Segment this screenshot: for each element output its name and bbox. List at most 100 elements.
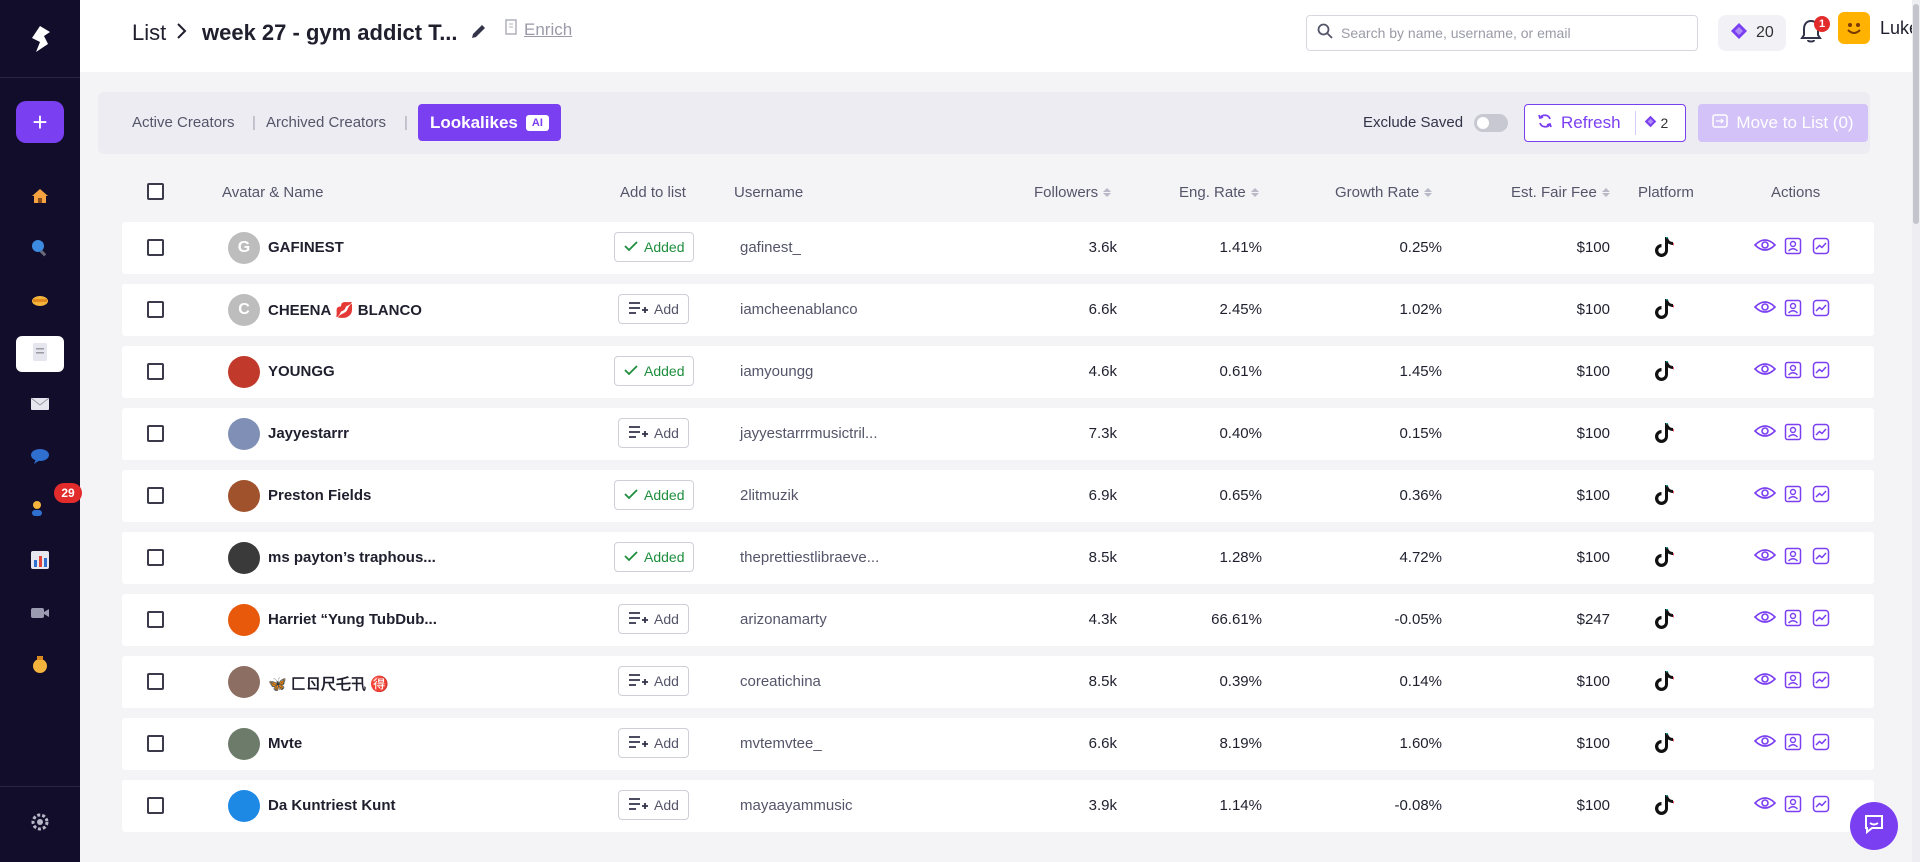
avatar[interactable] (228, 542, 260, 574)
add-to-list-button[interactable]: Add (618, 418, 689, 448)
row-checkbox[interactable] (147, 611, 164, 628)
row-checkbox[interactable] (147, 673, 164, 690)
avatar[interactable] (228, 418, 260, 450)
creator-username[interactable]: iamcheenablanco (740, 301, 858, 318)
avatar[interactable] (228, 480, 260, 512)
creator-name[interactable]: GAFINEST (268, 239, 344, 256)
creator-username[interactable]: coreatichina (740, 673, 821, 690)
add-to-list-button[interactable]: Add (618, 790, 689, 820)
creator-username[interactable]: jayyestarrrmusictril... (740, 425, 878, 442)
add-to-list-button[interactable]: Add (618, 294, 689, 324)
creator-username[interactable]: iamyoungg (740, 363, 814, 380)
trend-chart-icon[interactable] (1812, 547, 1830, 570)
enrich-link[interactable]: Enrich (504, 19, 572, 40)
table-row[interactable]: Preston Fields Added 2litmuzik 6.9k 0.65% 0.3… (122, 470, 1874, 522)
logo-icon[interactable] (0, 0, 80, 78)
avatar[interactable]: G (228, 232, 260, 264)
added-button[interactable]: Added (614, 542, 695, 572)
view-eye-icon[interactable] (1753, 361, 1777, 382)
trend-chart-icon[interactable] (1812, 671, 1830, 694)
profile-icon[interactable] (1784, 299, 1802, 322)
table-row[interactable]: YOUNGG Added iamyoungg 4.6k 0.61% 1.45% $100 (122, 346, 1874, 398)
search-box[interactable] (1306, 15, 1698, 51)
sidebar-item-home[interactable] (16, 180, 64, 216)
sidebar-item-search[interactable] (16, 232, 64, 268)
creator-name[interactable]: Da Kuntriest Kunt (268, 797, 396, 814)
add-to-list-button[interactable]: Add (618, 666, 689, 696)
column-eng-rate[interactable]: Eng. Rate (1179, 184, 1259, 201)
trend-chart-icon[interactable] (1812, 237, 1830, 260)
sidebar-item-mail[interactable] (16, 388, 64, 424)
view-eye-icon[interactable] (1753, 609, 1777, 630)
creator-name[interactable]: ms payton’s traphous... (268, 549, 436, 566)
profile-icon[interactable] (1784, 795, 1802, 818)
trend-chart-icon[interactable] (1812, 299, 1830, 322)
view-eye-icon[interactable] (1753, 299, 1777, 320)
add-to-list-button[interactable]: Add (618, 728, 689, 758)
search-input[interactable] (1341, 25, 1681, 41)
sidebar-item-creators[interactable]: 29 (16, 483, 82, 528)
row-checkbox[interactable] (147, 239, 164, 256)
table-row[interactable]: C CHEENA 💋 BLANCO Add iamcheenablanco 6.6k 2.… (122, 284, 1874, 336)
scrollbar-track[interactable] (1912, 0, 1920, 862)
user-menu[interactable]: Luke (1838, 12, 1920, 44)
profile-icon[interactable] (1784, 485, 1802, 508)
trend-chart-icon[interactable] (1812, 361, 1830, 384)
view-eye-icon[interactable] (1753, 795, 1777, 816)
column-growth-rate[interactable]: Growth Rate (1335, 184, 1433, 201)
edit-pencil-icon[interactable] (470, 22, 488, 45)
tab-active-creators[interactable]: Active Creators (132, 114, 235, 131)
creator-name[interactable]: Preston Fields (268, 487, 372, 504)
view-eye-icon[interactable] (1753, 671, 1777, 692)
profile-icon[interactable] (1784, 609, 1802, 632)
table-row[interactable]: Da Kuntriest Kunt Add mayaayammusic 3.9k 1.1… (122, 780, 1874, 832)
view-eye-icon[interactable] (1753, 423, 1777, 444)
creator-username[interactable]: theprettiestlibraeve... (740, 549, 880, 566)
creator-username[interactable]: mvtemvtee_ (740, 735, 822, 752)
table-row[interactable]: 🦋 匚ㄖ尺乇卂 🉐 Add coreatichina 8.5k 0.39% 0.14% $1… (122, 656, 1874, 708)
tab-lookalikes[interactable]: Lookalikes AI (418, 104, 561, 141)
credits-counter[interactable]: 20 (1718, 15, 1786, 51)
sidebar-item-payments[interactable] (16, 648, 64, 684)
sidebar-item-partners[interactable] (16, 284, 64, 320)
creator-name[interactable]: CHEENA 💋 BLANCO (268, 302, 422, 319)
row-checkbox[interactable] (147, 363, 164, 380)
select-all-checkbox[interactable] (147, 183, 164, 200)
profile-icon[interactable] (1784, 237, 1802, 260)
settings-button[interactable] (0, 786, 80, 862)
move-to-list-button[interactable]: Move to List (0) (1698, 104, 1868, 142)
row-checkbox[interactable] (147, 797, 164, 814)
view-eye-icon[interactable] (1753, 733, 1777, 754)
trend-chart-icon[interactable] (1812, 795, 1830, 818)
profile-icon[interactable] (1784, 547, 1802, 570)
view-eye-icon[interactable] (1753, 237, 1777, 258)
table-row[interactable]: Jayyestarrr Add jayyestarrrmusictril... 7.3… (122, 408, 1874, 460)
creator-name[interactable]: 🦋 匚ㄖ尺乇卂 🉐 (268, 676, 389, 693)
breadcrumb-root[interactable]: List (132, 20, 167, 45)
profile-icon[interactable] (1784, 671, 1802, 694)
profile-icon[interactable] (1784, 361, 1802, 384)
added-button[interactable]: Added (614, 232, 695, 262)
avatar[interactable] (228, 728, 260, 760)
creator-name[interactable]: YOUNGG (268, 363, 335, 380)
added-button[interactable]: Added (614, 480, 695, 510)
avatar[interactable] (228, 604, 260, 636)
tab-archived-creators[interactable]: Archived Creators (266, 114, 387, 131)
creator-username[interactable]: arizonamarty (740, 611, 827, 628)
creator-username[interactable]: 2litmuzik (740, 487, 799, 504)
support-chat-button[interactable] (1850, 802, 1898, 850)
sidebar-item-lists[interactable] (16, 336, 64, 372)
refresh-button[interactable]: Refresh 2 (1524, 104, 1686, 142)
table-row[interactable]: Mvte Add mvtemvtee_ 6.6k 8.19% 1.60% $100 (122, 718, 1874, 770)
creator-username[interactable]: mayaayammusic (740, 797, 853, 814)
sidebar-item-messages[interactable] (16, 440, 64, 476)
avatar[interactable] (228, 356, 260, 388)
row-checkbox[interactable] (147, 549, 164, 566)
table-row[interactable]: G GAFINEST Added gafinest_ 3.6k 1.41% 0.25% $10… (122, 222, 1874, 274)
creator-name[interactable]: Mvte (268, 735, 303, 752)
trend-chart-icon[interactable] (1812, 733, 1830, 756)
add-to-list-button[interactable]: Add (618, 604, 689, 634)
exclude-saved-toggle[interactable] (1474, 114, 1508, 132)
table-row[interactable]: Harriet “Yung TubDub... Add arizonamarty 4.… (122, 594, 1874, 646)
table-row[interactable]: ms payton’s traphous... Added theprettiest… (122, 532, 1874, 584)
